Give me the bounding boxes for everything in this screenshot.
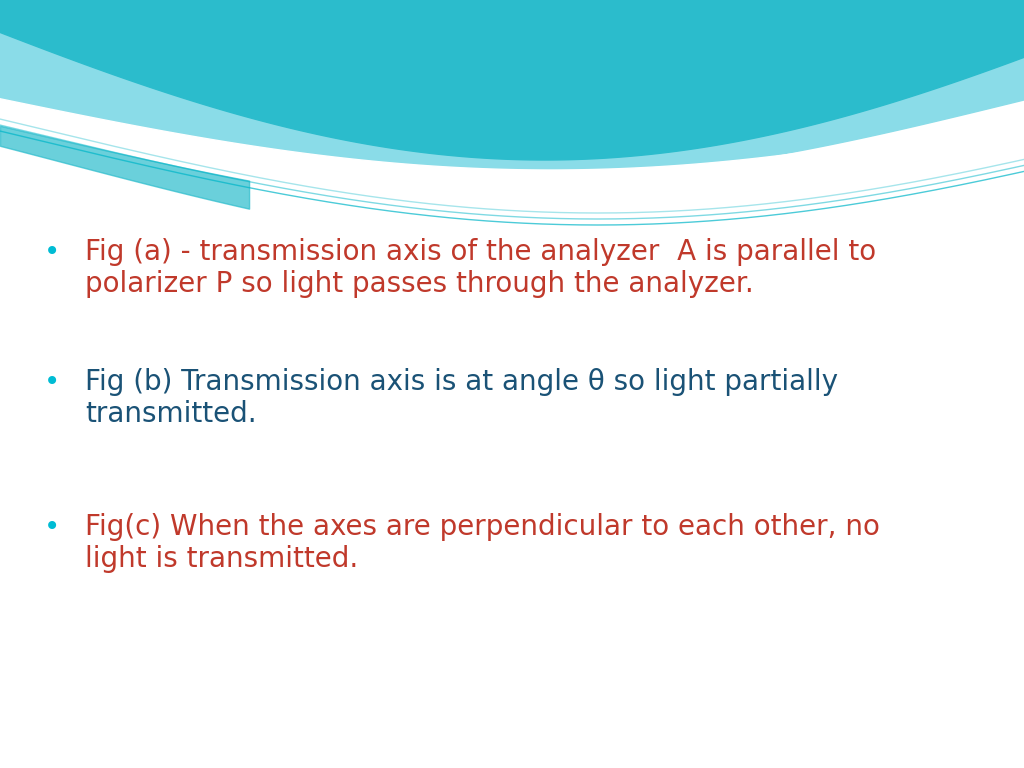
Text: Fig (b) Transmission axis is at angle θ so light partially: Fig (b) Transmission axis is at angle θ … — [85, 368, 838, 396]
Text: •: • — [44, 368, 60, 396]
Text: light is transmitted.: light is transmitted. — [85, 545, 358, 573]
Text: •: • — [44, 513, 60, 541]
Text: Fig(c) When the axes are perpendicular to each other, no: Fig(c) When the axes are perpendicular t… — [85, 513, 880, 541]
Text: •: • — [44, 238, 60, 266]
Text: Fig (a) - transmission axis of the analyzer  A is parallel to: Fig (a) - transmission axis of the analy… — [85, 238, 877, 266]
Text: transmitted.: transmitted. — [85, 400, 257, 428]
Text: polarizer P so light passes through the analyzer.: polarizer P so light passes through the … — [85, 270, 754, 298]
